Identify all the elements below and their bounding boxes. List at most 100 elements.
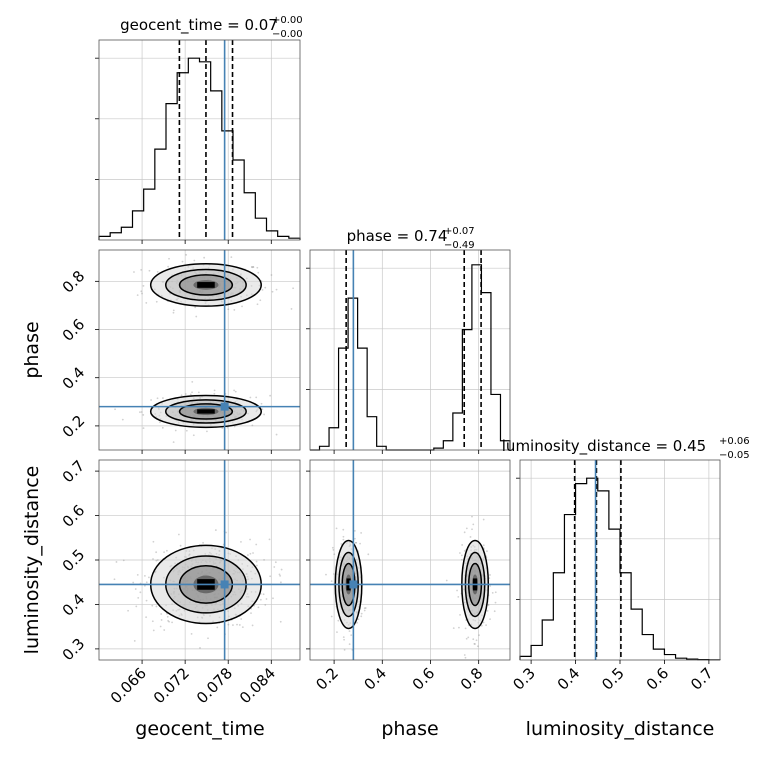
scatter-point bbox=[152, 629, 155, 632]
xtick-label: 0.5 bbox=[598, 664, 628, 694]
scatter-point bbox=[489, 618, 491, 621]
scatter-point bbox=[463, 550, 466, 552]
xlabel-phase: phase bbox=[381, 718, 438, 740]
scatter-point bbox=[191, 391, 193, 394]
scatter-point bbox=[140, 268, 143, 271]
contour-line bbox=[149, 394, 262, 429]
scatter-point bbox=[203, 256, 206, 259]
scatter-point bbox=[458, 552, 461, 554]
scatter-point bbox=[259, 299, 262, 302]
scatter-point bbox=[257, 271, 260, 274]
title-luminosity-distance-plus: +0.06 bbox=[719, 436, 750, 447]
scatter-point bbox=[227, 308, 230, 311]
scatter-point bbox=[159, 625, 162, 628]
tick-labels: 0.066 0.072 0.078 0.084 0.2 0.4 0.6 0.8 0.3 0.4 0.… bbox=[59, 240, 717, 707]
scatter-point bbox=[142, 414, 145, 416]
xtick-label: 0.6 bbox=[409, 664, 439, 694]
ytick-label: 0.3 bbox=[59, 635, 89, 665]
scatter-point bbox=[155, 559, 158, 562]
scatter-point bbox=[256, 303, 259, 306]
scatter-point bbox=[234, 390, 237, 393]
scatter-point bbox=[233, 389, 236, 392]
scatter-point bbox=[181, 260, 184, 263]
scatter-point bbox=[363, 607, 366, 610]
scatter-point bbox=[342, 528, 345, 531]
scatter-point bbox=[261, 288, 264, 291]
panel-frame bbox=[98, 39, 301, 241]
contour-line bbox=[178, 274, 234, 296]
scatter-point bbox=[333, 553, 336, 556]
scatter-point bbox=[156, 397, 159, 400]
scatter-point bbox=[367, 553, 370, 556]
scatter-point bbox=[457, 596, 460, 598]
hist-panel-phase bbox=[306, 250, 511, 451]
xtick-label: 0.8 bbox=[457, 664, 487, 694]
xlabel-geocent-time: geocent_time bbox=[135, 718, 264, 740]
scatter-point bbox=[133, 640, 136, 642]
title-geocent-time: geocent_time = 0.07 bbox=[120, 16, 278, 35]
scatter-point bbox=[331, 546, 334, 549]
scatter-point bbox=[191, 380, 194, 383]
scatter-point bbox=[472, 523, 475, 526]
scatter-point bbox=[241, 305, 243, 308]
scatter-point bbox=[261, 408, 264, 411]
scatter-point bbox=[255, 560, 258, 563]
hist-panel-geocent_time bbox=[95, 40, 301, 240]
scatter-point bbox=[275, 433, 278, 436]
scatter-point bbox=[145, 616, 148, 619]
scatter-point bbox=[252, 265, 255, 268]
scatter-point bbox=[155, 605, 158, 608]
scatter-point bbox=[264, 286, 267, 289]
hist-step bbox=[310, 264, 511, 451]
panel-frame bbox=[309, 249, 511, 451]
scatter-point bbox=[445, 579, 448, 582]
scatter-point bbox=[136, 574, 139, 576]
panel-frame bbox=[98, 249, 301, 451]
scatter-point bbox=[482, 518, 485, 521]
scatter-point bbox=[250, 612, 252, 614]
scatter-point bbox=[262, 593, 265, 596]
scatter-point bbox=[486, 609, 489, 612]
scatter-point bbox=[141, 292, 143, 295]
scatter-point bbox=[461, 544, 464, 546]
ylabel-phase: phase bbox=[21, 321, 43, 378]
scatter-point bbox=[251, 424, 254, 427]
scatter-point bbox=[459, 613, 461, 616]
ylabel-luminosity-distance: luminosity_distance bbox=[21, 466, 43, 655]
truth-marker bbox=[220, 580, 229, 589]
scatter-point bbox=[160, 619, 163, 621]
scatter-point bbox=[249, 538, 251, 541]
scatter-point bbox=[233, 309, 236, 311]
ytick-label: 0.6 bbox=[59, 315, 89, 345]
scatter-point bbox=[227, 623, 230, 626]
scatter-point bbox=[478, 634, 480, 637]
joint-panel-gt-ld bbox=[99, 460, 300, 660]
xtick-label: 0.6 bbox=[643, 664, 673, 694]
scatter-point bbox=[280, 581, 282, 584]
scatter-point bbox=[135, 605, 138, 608]
scatter-point bbox=[460, 554, 463, 557]
scatter-point bbox=[330, 580, 333, 582]
scatter-point bbox=[202, 541, 204, 544]
scatter-point bbox=[251, 266, 254, 269]
scatter-point bbox=[195, 315, 198, 318]
scatter-point bbox=[471, 528, 473, 531]
scatter-point bbox=[489, 585, 492, 587]
scatter-point bbox=[155, 300, 158, 303]
scatter-point bbox=[161, 426, 164, 429]
density-peak bbox=[197, 409, 215, 414]
scatter-point bbox=[465, 527, 468, 530]
scatter-point bbox=[139, 411, 141, 414]
scatter-point bbox=[270, 274, 273, 276]
scatter-point bbox=[174, 429, 177, 432]
scatter-point bbox=[263, 558, 265, 561]
scatter-point bbox=[122, 559, 125, 562]
scatter-point bbox=[240, 618, 243, 620]
scatter-point bbox=[263, 413, 266, 416]
scatter-point bbox=[463, 654, 466, 656]
scatter-point bbox=[355, 541, 357, 544]
scatter-point bbox=[155, 551, 158, 554]
scatter-point bbox=[360, 532, 363, 534]
scatter-point bbox=[160, 613, 163, 615]
